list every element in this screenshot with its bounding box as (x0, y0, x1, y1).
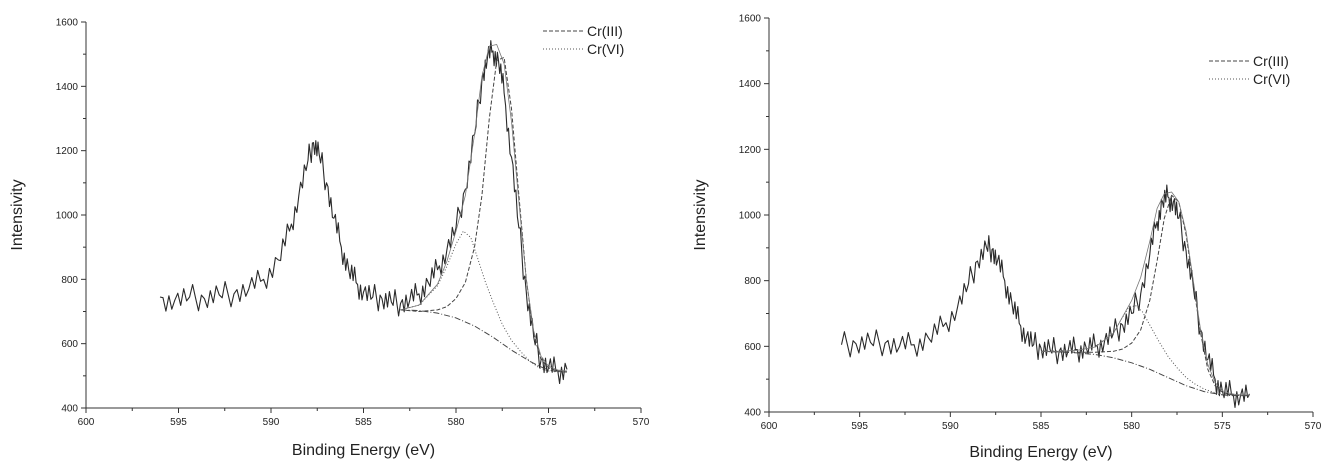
series-line-dotted (400, 230, 567, 373)
y-tick-label: 1600 (56, 18, 79, 29)
legend-label: Cr(VI) (587, 41, 624, 57)
x-tick-label: 600 (78, 417, 95, 428)
series-line-dash-dot (1040, 350, 1250, 397)
series-line-dashed (1040, 194, 1250, 397)
y-axis-label: Intensivity (692, 179, 709, 250)
x-tick-label: 570 (633, 417, 650, 428)
y-tick-label: 600 (61, 339, 78, 350)
x-tick-label: 595 (851, 421, 868, 432)
y-tick-label: 400 (61, 404, 78, 415)
chart-left-svg: 600 595 590 585 580 575 5704006008001000120014… (9, 18, 650, 460)
y-tick-label: 1400 (56, 82, 79, 93)
y-tick-label: 1000 (739, 211, 762, 222)
x-tick-label: 575 (1214, 421, 1231, 432)
x-tick-label: 580 (1123, 421, 1140, 432)
x-tick-label: 585 (1033, 421, 1050, 432)
y-tick-label: 1200 (56, 146, 79, 157)
xps-chart-right: 600 595 590 585 580 575 570 400 600 800 1000 1200 14… (665, 0, 1325, 465)
series-line-solid-noisy (840, 184, 1250, 408)
x-tick-label: 595 (170, 417, 187, 428)
x-tick-label: 570 (1305, 421, 1322, 432)
y-tick-label: 800 (61, 275, 78, 286)
series-line-dashed (400, 56, 568, 373)
series-line-dash-dot (400, 309, 568, 373)
series-line-thin-envelope (400, 44, 568, 372)
y-tick-label: 1200 (739, 145, 762, 156)
y-axis-label: Intensivity (9, 179, 26, 250)
y-tick-label: 800 (744, 276, 761, 287)
y-tick-label: 1600 (739, 14, 762, 25)
series-line-solid-noisy (159, 40, 568, 385)
legend-label: Cr(VI) (1253, 71, 1290, 87)
x-tick-label: 590 (263, 417, 280, 428)
x-tick-label: 575 (540, 417, 557, 428)
legend-label: Cr(III) (1253, 53, 1289, 69)
y-tick-label: 400 (744, 408, 761, 419)
xps-chart-left: 600 595 590 585 580 575 570 400 600 800 1000 1200 14… (0, 0, 660, 465)
series-line-thin-envelope (1041, 191, 1250, 396)
legend-label: Cr(III) (587, 23, 623, 39)
x-tick-label: 590 (942, 421, 959, 432)
y-tick-label: 1000 (56, 211, 79, 222)
x-axis-label: Binding Energy (eV) (292, 442, 435, 459)
x-tick-label: 580 (448, 417, 465, 428)
x-axis-label: Binding Energy (eV) (969, 444, 1112, 461)
chart-right-svg: 600 595 590 585 580 575 5704006008001000120014… (692, 14, 1322, 462)
x-tick-label: 585 (355, 417, 372, 428)
x-tick-label: 600 (761, 421, 778, 432)
y-tick-label: 600 (744, 342, 761, 353)
y-tick-label: 1400 (739, 79, 762, 90)
